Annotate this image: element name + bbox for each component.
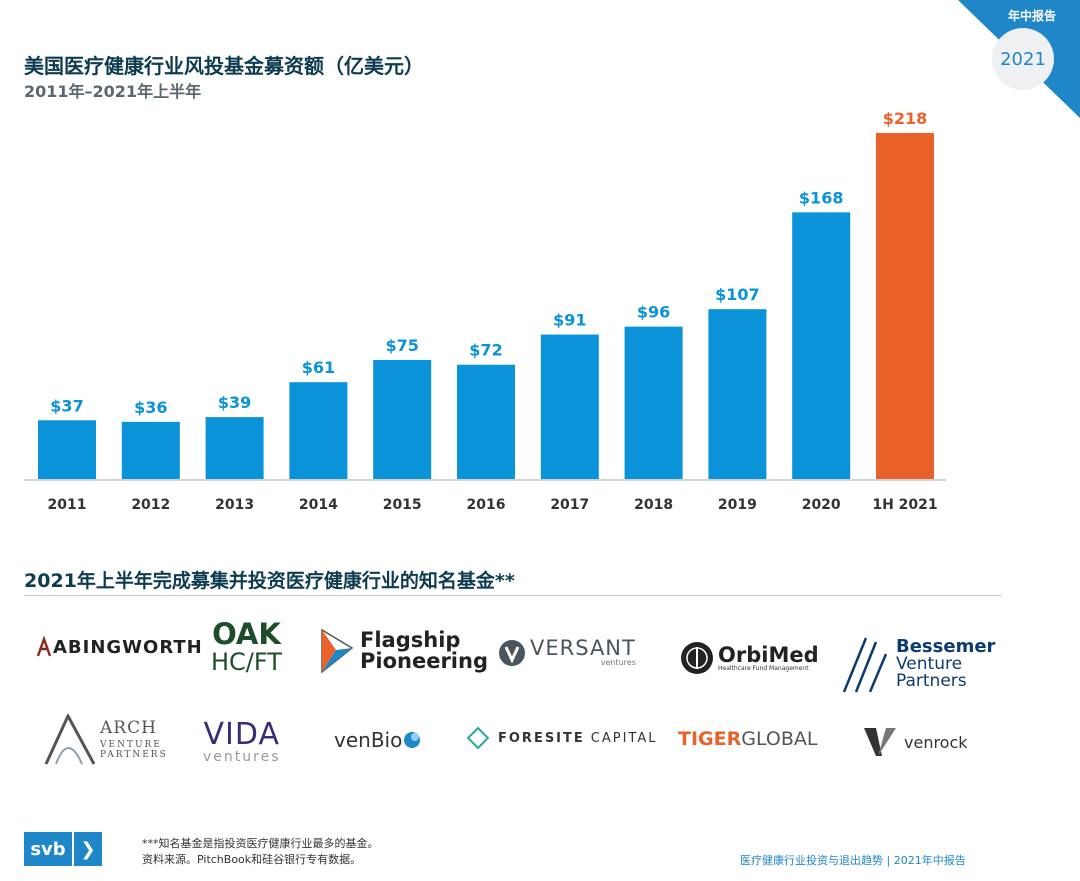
report-type-label: 年中报告 <box>1007 9 1056 23</box>
venbio-logo: venBio <box>334 728 422 752</box>
data-label-1h-2021: $218 <box>883 109 928 128</box>
abingworth-mark-icon <box>36 636 52 657</box>
vida-sub-text: ventures <box>203 749 281 765</box>
data-label-2011: $37 <box>50 396 83 415</box>
vida-text: VIDA <box>203 717 280 752</box>
venbio-mark-icon <box>404 732 421 748</box>
x-tick-label: 2017 <box>550 497 589 513</box>
venbio-text: venBio <box>334 728 403 752</box>
flagship-mark-icon <box>321 628 354 674</box>
data-label-2013: $39 <box>218 393 251 412</box>
x-tick-label: 2015 <box>383 497 422 513</box>
x-tick-label: 2018 <box>634 497 673 513</box>
funds-section-title: 2021年上半年完成募集并投资医疗健康行业的知名基金** <box>24 570 515 592</box>
arch-text: ARCH <box>100 717 157 738</box>
venrock-mark-icon <box>864 728 896 756</box>
bar-2017 <box>540 334 599 479</box>
x-tick-label: 2013 <box>215 497 254 513</box>
bessemer-text-line1: Bessemer <box>896 636 996 657</box>
bar-2016 <box>457 364 515 479</box>
foresite-text-light: CAPITAL <box>590 730 658 746</box>
global-text: GLOBAL <box>741 728 818 750</box>
source-note: 资料来源。PitchBook和硅谷银行专有数据。 <box>142 853 362 866</box>
versant-mark-icon <box>499 639 525 666</box>
svb-logo: svb ❯ <box>24 832 102 866</box>
bar-2019 <box>708 309 767 479</box>
bar-2018 <box>624 326 683 479</box>
footnote: ***知名基金是指投资医疗健康行业最多的基金。 <box>142 837 379 850</box>
bar-1h-2021 <box>876 133 934 479</box>
orbimed-sub-text: Healthcare Fund Management <box>718 664 809 672</box>
chart-title: 美国医疗健康行业风投基金募资额（亿美元） <box>24 54 424 78</box>
bessemer-text-line3: Partners <box>896 671 967 691</box>
abingworth-text: ABINGWORTH <box>53 636 203 658</box>
oak-text: OAK <box>212 617 281 651</box>
bessemer-mark-icon <box>842 637 888 693</box>
x-tick-label: 2014 <box>299 497 338 513</box>
arch-mark-icon <box>44 714 96 765</box>
versant-text: VERSANT <box>530 636 636 660</box>
flagship-text-line2: Pioneering <box>360 649 488 673</box>
data-label-2016: $72 <box>469 341 502 360</box>
bessemer-text-line2: Venture <box>896 654 963 674</box>
versant-sub-text: ventures <box>600 658 636 667</box>
x-tick-label: 2019 <box>718 497 757 513</box>
oak-logo: OAK HC/FT <box>211 617 282 676</box>
flagship-logo: Flagship Pioneering <box>318 628 488 674</box>
data-label-2019: $107 <box>715 285 760 304</box>
x-tick-label: 2011 <box>48 497 87 513</box>
arch-logo: ARCH VENTURE PARTNERS <box>44 714 168 766</box>
bar-2013 <box>205 417 264 479</box>
chevron-right-icon: ❯ <box>74 832 102 866</box>
arch-text-line2: VENTURE <box>100 740 162 751</box>
abingworth-logo: ABINGWORTH <box>36 636 203 658</box>
bar-2020 <box>792 212 851 479</box>
versant-logo: VERSANT ventures <box>498 638 636 667</box>
vida-logo: VIDA ventures <box>203 717 281 765</box>
bar-2012 <box>121 421 180 479</box>
bar-chart: $37 2011 $36 2012 $39 2013 $61 2014 $75 2015 $72 20… <box>24 109 946 513</box>
arch-text-line3: PARTNERS <box>100 750 168 761</box>
orbimed-text: OrbiMed <box>718 642 819 667</box>
x-tick-label: 2012 <box>131 497 170 513</box>
bar-2011 <box>38 420 96 479</box>
venrock-text: venrock <box>904 732 968 752</box>
svb-logo-text: svb <box>24 832 72 866</box>
oak-sub-text: HC/FT <box>211 648 282 676</box>
data-label-2015: $75 <box>385 336 418 355</box>
orbimed-mark-icon <box>681 642 713 674</box>
data-label-2012: $36 <box>134 398 167 417</box>
venrock-logo: venrock <box>864 726 968 758</box>
bar-2014 <box>289 382 348 479</box>
x-tick-label: 2020 <box>802 497 841 513</box>
chart-subtitle: 2011年–2021年上半年 <box>24 82 202 101</box>
flagship-text-line1: Flagship <box>360 628 461 652</box>
orbimed-logo: OrbiMed Healthcare Fund Management <box>680 641 819 675</box>
foresite-mark-icon <box>466 726 490 750</box>
data-label-2018: $96 <box>637 303 670 322</box>
data-label-2017: $91 <box>553 311 586 330</box>
data-label-2014: $61 <box>302 358 335 377</box>
bar-2015 <box>373 359 432 479</box>
data-label-2020: $168 <box>799 188 844 207</box>
bessemer-logo: Bessemer Venture Partners <box>842 634 995 694</box>
section-divider <box>24 595 1002 596</box>
tigerglobal-logo: TIGER GLOBAL <box>678 728 817 750</box>
tiger-text: TIGER <box>678 728 742 750</box>
x-tick-label: 2016 <box>467 497 506 513</box>
x-tick-label: 1H 2021 <box>872 497 937 513</box>
foresite-text-bold: FORESITE <box>498 730 585 746</box>
report-footer-title: 医疗健康行业投资与退出趋势 | 2021年中报告 <box>740 854 966 867</box>
foresite-logo: FORESITE CAPITAL <box>466 726 658 750</box>
year-badge: 2021 <box>992 28 1054 90</box>
